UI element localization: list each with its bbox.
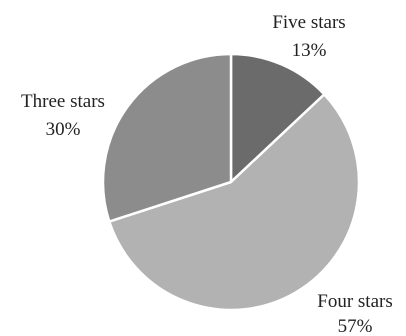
slice-label-three-stars: Three stars 30%	[21, 91, 105, 140]
pie-slice-five-stars	[229, 52, 326, 184]
pie-slice-four-stars	[108, 93, 361, 312]
slice-label-four-stars-value: 57%	[338, 316, 373, 336]
pie-slice-three-stars	[101, 52, 233, 223]
slice-label-five-stars: Five stars 13%	[272, 12, 345, 61]
slice-label-three-stars-name: Three stars	[21, 91, 105, 112]
slice-label-five-stars-value: 13%	[292, 40, 327, 61]
pie-slices	[101, 52, 361, 312]
slice-label-three-stars-value: 30%	[46, 119, 81, 140]
slice-label-four-stars: Four stars 57%	[317, 291, 392, 336]
slice-label-five-stars-name: Five stars	[272, 12, 345, 33]
slice-label-four-stars-name: Four stars	[317, 291, 392, 312]
